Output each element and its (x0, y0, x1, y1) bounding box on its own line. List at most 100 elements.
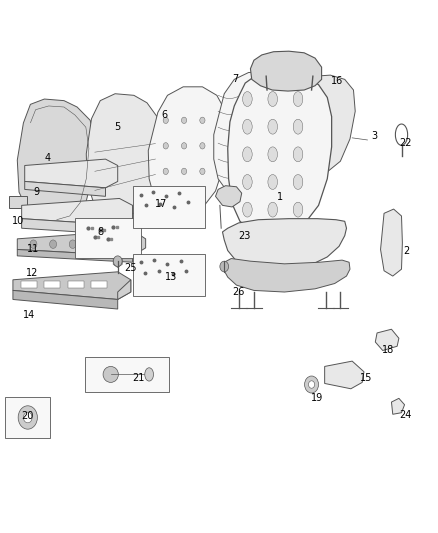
Circle shape (89, 240, 96, 248)
Text: 24: 24 (400, 410, 412, 421)
Polygon shape (375, 329, 399, 351)
Polygon shape (13, 290, 118, 309)
Text: 23: 23 (238, 231, 251, 241)
Text: 6: 6 (161, 110, 167, 120)
Text: 13: 13 (165, 272, 177, 282)
Polygon shape (223, 219, 346, 269)
Polygon shape (44, 281, 60, 288)
Polygon shape (118, 280, 131, 300)
Ellipse shape (318, 113, 330, 139)
Ellipse shape (243, 147, 252, 162)
Polygon shape (148, 87, 228, 216)
Circle shape (220, 261, 229, 272)
Polygon shape (223, 259, 350, 292)
Text: 8: 8 (97, 227, 103, 237)
Ellipse shape (293, 147, 303, 162)
Ellipse shape (243, 92, 252, 107)
Ellipse shape (181, 168, 187, 174)
Ellipse shape (268, 147, 278, 162)
Ellipse shape (145, 368, 153, 381)
Circle shape (49, 240, 57, 248)
Ellipse shape (243, 174, 252, 189)
Text: 25: 25 (124, 263, 137, 272)
Ellipse shape (293, 202, 303, 217)
Text: 10: 10 (12, 216, 24, 227)
Circle shape (113, 256, 122, 266)
Circle shape (69, 240, 76, 248)
Text: 21: 21 (132, 373, 145, 383)
Ellipse shape (103, 367, 118, 382)
Text: 17: 17 (155, 199, 168, 209)
Polygon shape (325, 361, 364, 389)
Ellipse shape (293, 174, 303, 189)
Ellipse shape (163, 143, 168, 149)
Polygon shape (21, 198, 133, 225)
Ellipse shape (200, 168, 205, 174)
Ellipse shape (200, 117, 205, 124)
Text: 20: 20 (21, 411, 34, 422)
FancyBboxPatch shape (85, 357, 169, 392)
Ellipse shape (181, 143, 187, 149)
Ellipse shape (200, 143, 205, 149)
Polygon shape (17, 230, 146, 256)
Ellipse shape (293, 119, 303, 134)
Polygon shape (215, 185, 242, 207)
Polygon shape (68, 281, 84, 288)
Polygon shape (25, 181, 106, 196)
Ellipse shape (268, 92, 278, 107)
Polygon shape (13, 272, 131, 300)
FancyBboxPatch shape (133, 254, 205, 296)
Text: 19: 19 (311, 393, 323, 403)
Text: 9: 9 (33, 187, 39, 197)
Text: 11: 11 (27, 245, 39, 254)
Text: 26: 26 (233, 287, 245, 297)
FancyBboxPatch shape (133, 185, 205, 228)
Polygon shape (113, 255, 122, 268)
Ellipse shape (268, 202, 278, 217)
Ellipse shape (163, 168, 168, 174)
Ellipse shape (181, 193, 187, 200)
Polygon shape (251, 51, 321, 91)
FancyBboxPatch shape (5, 397, 49, 438)
Ellipse shape (163, 193, 168, 200)
Circle shape (30, 240, 37, 248)
Polygon shape (25, 159, 118, 188)
Text: 7: 7 (233, 75, 239, 84)
Ellipse shape (268, 174, 278, 189)
Text: 12: 12 (26, 268, 38, 278)
Text: 18: 18 (382, 345, 395, 356)
FancyBboxPatch shape (75, 217, 141, 258)
Polygon shape (21, 219, 120, 235)
Polygon shape (17, 99, 95, 224)
Polygon shape (294, 75, 355, 173)
Ellipse shape (200, 193, 205, 200)
Text: 1: 1 (277, 192, 283, 203)
Ellipse shape (268, 119, 278, 134)
Polygon shape (381, 209, 403, 276)
Text: 14: 14 (23, 310, 35, 320)
Polygon shape (21, 281, 37, 288)
Polygon shape (9, 196, 27, 208)
Text: 16: 16 (331, 77, 343, 86)
Text: 15: 15 (360, 373, 373, 383)
Polygon shape (228, 74, 332, 235)
Circle shape (18, 406, 37, 429)
Circle shape (23, 412, 32, 423)
Ellipse shape (293, 92, 303, 107)
Text: 2: 2 (404, 246, 410, 255)
Circle shape (304, 376, 318, 393)
Text: 22: 22 (399, 138, 412, 148)
Polygon shape (86, 94, 160, 217)
Ellipse shape (181, 117, 187, 124)
Text: 4: 4 (45, 152, 51, 163)
Polygon shape (214, 72, 290, 196)
Polygon shape (91, 281, 107, 288)
Circle shape (308, 381, 314, 388)
Ellipse shape (243, 119, 252, 134)
Polygon shape (392, 398, 405, 414)
Ellipse shape (163, 117, 168, 124)
Polygon shape (17, 249, 133, 262)
Circle shape (109, 240, 116, 248)
Text: 5: 5 (115, 122, 121, 132)
Ellipse shape (243, 202, 252, 217)
